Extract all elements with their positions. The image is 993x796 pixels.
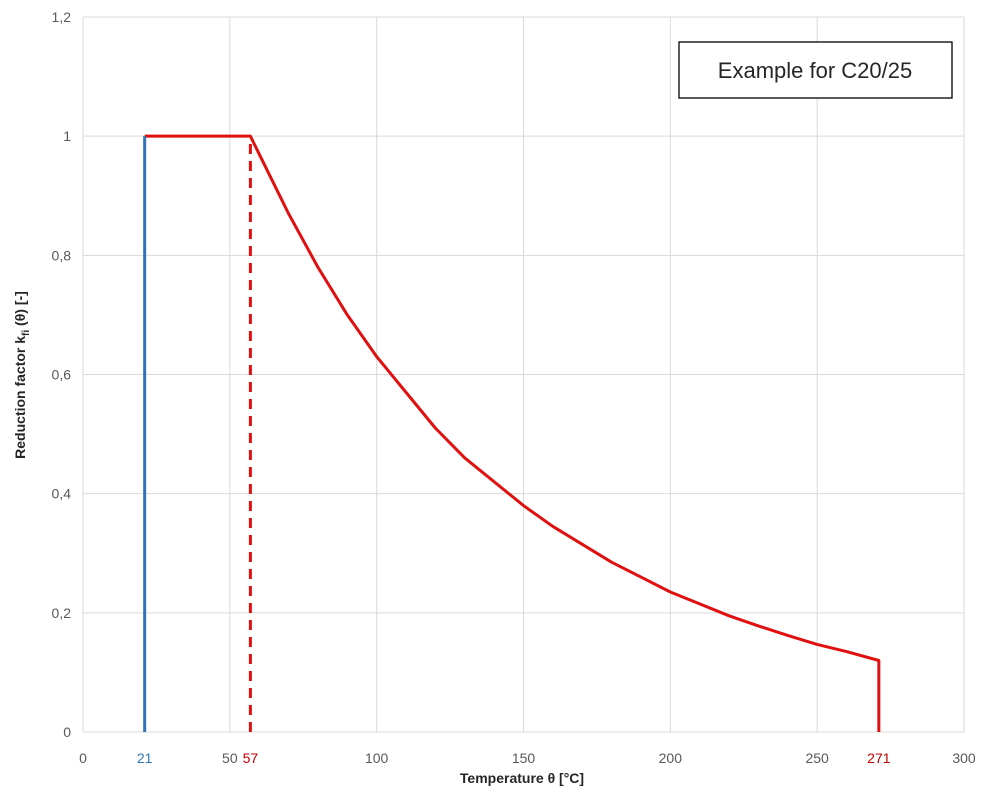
y-tick-label: 0,6	[52, 367, 72, 383]
annotation-box-frame	[678, 41, 953, 99]
y-tick-label: 0,8	[52, 247, 72, 263]
tick-labels: 0 0,2 0,4 0,6 0,8 1 1,2 0 50 100 150 200 250 300 21 57 2…	[52, 9, 976, 766]
special-x-label: 57	[243, 750, 259, 766]
x-tick-label: 300	[952, 750, 976, 766]
x-tick-label: 100	[365, 750, 389, 766]
y-tick-label: 0,2	[52, 605, 72, 621]
y-tick-label: 1,2	[52, 9, 72, 25]
x-tick-label: 200	[659, 750, 683, 766]
series-layer	[143, 134, 881, 732]
y-tick-label: 0,4	[52, 486, 72, 502]
y-tick-label: 0	[63, 724, 71, 740]
y-axis-title-subscript: fi	[21, 330, 32, 336]
y-axis-title-tail: (θ) [-]	[12, 291, 28, 330]
special-x-label: 21	[137, 750, 153, 766]
y-axis-title: Reduction factor kfi (θ) [-]	[12, 291, 32, 459]
series-line-0	[144, 134, 881, 732]
x-tick-label: 0	[79, 750, 87, 766]
grid	[82, 16, 965, 733]
special-x-label: 271	[867, 750, 891, 766]
x-tick-label: 50	[222, 750, 238, 766]
annotation-box: Example for C20/25	[678, 41, 953, 99]
x-tick-label: 250	[805, 750, 829, 766]
annotation-text: Example for C20/25	[718, 58, 912, 83]
y-axis-title-main: Reduction factor k	[12, 336, 28, 459]
x-tick-label: 150	[512, 750, 536, 766]
x-axis-title: Temperature θ [°C]	[460, 770, 584, 786]
y-tick-label: 1	[63, 128, 71, 144]
